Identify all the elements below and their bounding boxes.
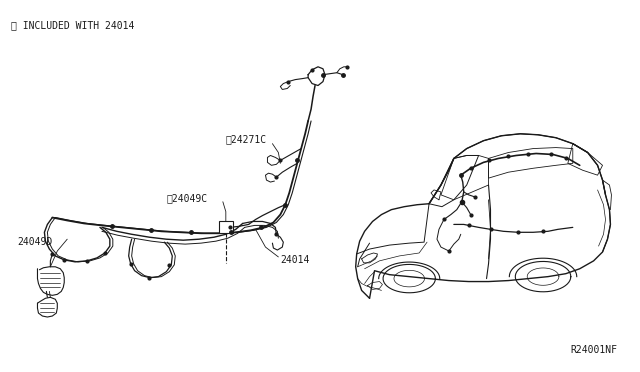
Bar [219,221,233,233]
Text: R24001NF: R24001NF [570,346,618,355]
Text: ※24049C: ※24049C [166,193,207,203]
Text: 24049D: 24049D [18,237,53,247]
Text: ※24271C: ※24271C [226,134,267,144]
Text: 24014: 24014 [280,255,310,265]
Text: ※ INCLUDED WITH 24014: ※ INCLUDED WITH 24014 [11,20,134,31]
